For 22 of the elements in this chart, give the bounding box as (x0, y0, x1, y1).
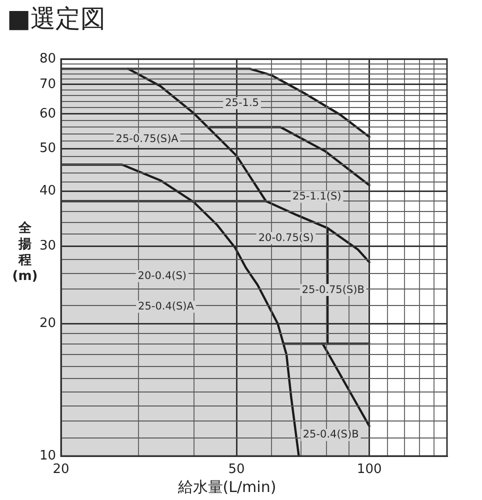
annotation: 25-0.75(S)B (302, 284, 364, 296)
y-tick-label: 50 (39, 141, 56, 156)
x-tick-label: 100 (356, 462, 382, 478)
x-axis-title: 給水量(L/min) (176, 478, 276, 496)
y-axis-title: 全揚程(m) (12, 220, 38, 284)
y-tick-label: 60 (39, 106, 56, 122)
annotation: 25-1.1(S) (292, 190, 342, 202)
y-tick-label: 10 (39, 448, 56, 464)
y-tick-label: 40 (39, 184, 56, 199)
annotation: 25-0.4(S)A (138, 300, 195, 312)
annotation: 20-0.4(S) (138, 270, 186, 282)
y-tick-label: 20 (39, 316, 56, 332)
annotation: 25-1.5 (225, 96, 259, 109)
annotation: 20-0.75(S) (258, 232, 314, 244)
chart-title: ■選定図 (7, 4, 106, 33)
y-tick-label: 30 (39, 238, 56, 254)
x-tick-label: 20 (52, 462, 70, 478)
annotation: 25-0.4(S)B (302, 428, 359, 441)
x-tick-label: 50 (228, 462, 245, 478)
y-tick-label: 70 (39, 76, 56, 92)
y-tick-label: 80 (39, 51, 56, 66)
annotation: 25-0.75(S)A (116, 132, 180, 145)
